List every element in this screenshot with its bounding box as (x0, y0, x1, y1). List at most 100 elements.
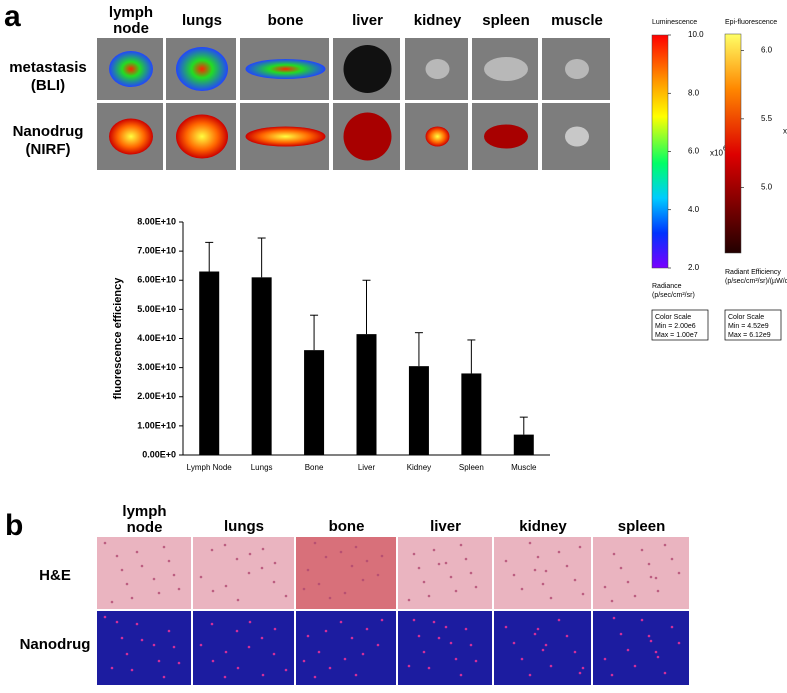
tissue-dot (313, 675, 317, 679)
label: lymph (109, 4, 153, 21)
label: 0.00E+0 (142, 449, 176, 459)
organ-signal (176, 47, 228, 91)
scale-box (724, 309, 782, 341)
label: Lungs (251, 463, 273, 472)
tissue-dot (110, 600, 114, 604)
tissue-dot (422, 580, 426, 584)
tissue-dot (376, 643, 380, 647)
label: Min = 4.52e9 (728, 323, 769, 330)
tissue-dot (656, 589, 660, 593)
tissue-dot (549, 596, 553, 600)
tissue-dot (248, 552, 252, 556)
tissue-dot (573, 578, 577, 582)
label: lungs (224, 518, 264, 535)
label: 7.00E+10 (137, 246, 176, 256)
tissue-dot (224, 650, 228, 654)
label: x10 (710, 149, 723, 158)
tissue-dot (115, 620, 119, 624)
label: 6.00E+10 (137, 275, 176, 285)
label: 5.00E+10 (137, 304, 176, 314)
tissue-dot (437, 636, 441, 640)
label: Min = 2.00e6 (655, 323, 696, 330)
tissue-dot (412, 552, 416, 556)
tissue-dot (565, 564, 569, 568)
tissue-dot (520, 657, 524, 661)
organ-signal (176, 114, 228, 159)
organ-signal (484, 57, 528, 81)
bar (199, 271, 220, 455)
label: Max = 6.12e9 (728, 332, 771, 339)
tissue-dot (224, 584, 228, 588)
organ-signal (343, 112, 392, 161)
color-bar (651, 34, 669, 269)
tissue-dot (444, 561, 448, 565)
label: Nanodrug (20, 636, 91, 653)
tissue-dot (167, 629, 171, 633)
tissue-image (494, 611, 591, 685)
tissue-dot (549, 664, 553, 668)
bar (356, 334, 377, 455)
tissue-dot (670, 557, 674, 561)
tissue-dot (167, 559, 171, 563)
tissue-dot (459, 673, 463, 677)
tissue-dot (260, 566, 264, 570)
tissue-dot (533, 568, 537, 572)
tissue-image (296, 537, 396, 609)
tissue-dot (663, 543, 667, 547)
tissue-dot (152, 643, 156, 647)
tissue-dot (647, 562, 651, 566)
tissue-dot (211, 659, 215, 663)
tissue-dot (654, 650, 658, 654)
organ-signal (245, 126, 326, 147)
tissue-image (398, 537, 492, 609)
tissue-dot (544, 643, 548, 647)
tissue-dot (565, 634, 569, 638)
label: Muscle (511, 463, 537, 472)
tissue-dot (573, 650, 577, 654)
label: Nanodrug (13, 123, 84, 140)
tissue-dot (317, 582, 321, 586)
tissue-dot (135, 622, 139, 626)
label: Max = 1.00e7 (655, 332, 698, 339)
tissue-dot (633, 664, 637, 668)
tissue-dot (177, 587, 181, 591)
tissue-dot (626, 580, 630, 584)
tissue-dot (459, 543, 463, 547)
tissue-dot (103, 615, 107, 619)
tissue-dot (619, 566, 623, 570)
tissue-dot (649, 639, 653, 643)
tissue-dot (417, 566, 421, 570)
tissue-dot (603, 657, 607, 661)
label: 8.0 (688, 88, 700, 97)
tissue-dot (211, 589, 215, 593)
tissue-dot (557, 550, 561, 554)
label: muscle (551, 12, 603, 29)
tissue-image (593, 611, 689, 685)
organ-signal (245, 59, 326, 79)
label: 10.0 (688, 30, 704, 39)
tissue-dot (140, 564, 144, 568)
tissue-dot (541, 582, 545, 586)
tissue-dot (464, 627, 468, 631)
tissue-dot (647, 634, 651, 638)
tissue-dot (354, 673, 358, 677)
tissue-image (593, 537, 689, 609)
tissue-dot (512, 573, 516, 577)
tissue-dot (541, 648, 545, 652)
tissue-dot (581, 592, 585, 596)
tissue-dot (520, 587, 524, 591)
label: spleen (482, 12, 530, 29)
bar (304, 350, 325, 455)
tissue-dot (223, 675, 227, 679)
tissue-dot (432, 620, 436, 624)
organ-signal (484, 124, 528, 149)
label: x10 (783, 127, 787, 136)
bar (461, 373, 482, 455)
tissue-dot (633, 594, 637, 598)
tissue-dot (317, 650, 321, 654)
tissue-dot (210, 548, 214, 552)
label: H&E (39, 567, 71, 584)
tissue-dot (210, 622, 214, 626)
label: Color Scale (655, 314, 691, 321)
